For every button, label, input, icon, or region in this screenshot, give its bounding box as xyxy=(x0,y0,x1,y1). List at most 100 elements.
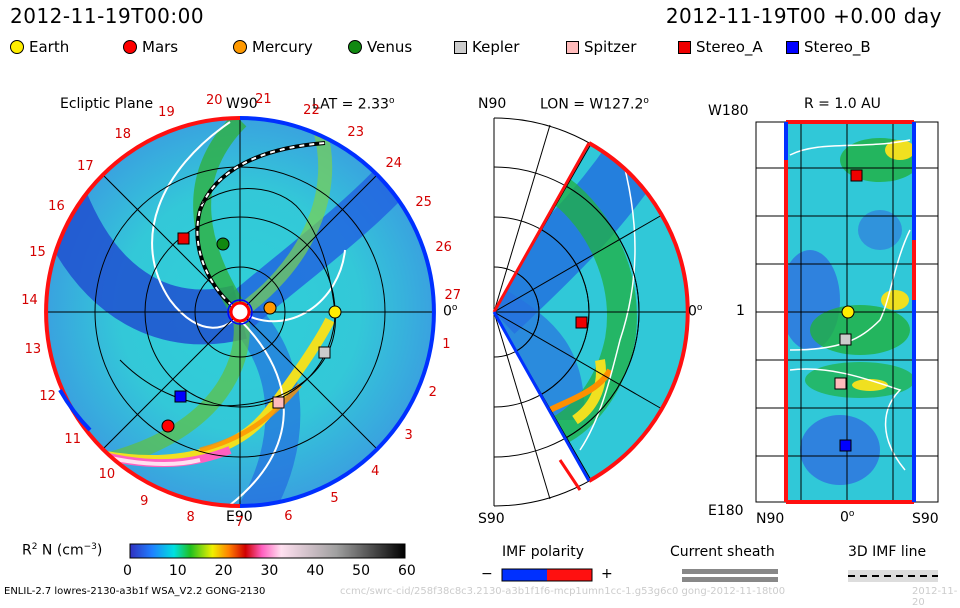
carrington-label: 13 xyxy=(24,342,42,358)
stereo-b-marker-ecliptic xyxy=(174,390,187,403)
carrington-label: 3 xyxy=(404,427,413,443)
footer-date: 2012-11-20 xyxy=(912,586,958,608)
meridional-right-label: 0o xyxy=(688,303,703,320)
mercury-legend-marker xyxy=(233,40,247,54)
carrington-label: 15 xyxy=(29,244,46,260)
spitzer-marker-ecliptic xyxy=(272,396,285,409)
legend-label: Stereo_A xyxy=(696,38,763,56)
kepler-marker-ecliptic xyxy=(318,346,331,359)
ecliptic-plane-plot xyxy=(44,116,436,508)
time-offset-title: 2012-11-19T00 +0.00 day xyxy=(665,4,942,28)
legend-item-mercury: Mercury xyxy=(233,38,313,56)
carrington-label: 14 xyxy=(21,293,38,309)
colorbar-tick-label: 40 xyxy=(306,563,325,579)
surface-x-right: S90 xyxy=(912,511,939,527)
ecliptic-bottom-label: E90 xyxy=(226,509,253,525)
colorbar-tick-label: 30 xyxy=(260,563,279,579)
density-colorbar xyxy=(129,543,406,559)
carrington-label: 17 xyxy=(77,159,94,175)
carrington-label: 7 xyxy=(235,514,244,530)
carrington-label: 19 xyxy=(158,104,175,120)
colorbar-tick-label: 20 xyxy=(214,563,233,579)
imf-plus-label: + xyxy=(601,566,613,582)
spitzer-legend-marker xyxy=(566,40,579,54)
footer-run-id: ccmc/swrc-cid/258f38c8c3.2130-a3b1f1f6-m… xyxy=(340,586,786,597)
earth-legend-marker xyxy=(10,40,24,54)
current-sheath-swatch xyxy=(682,569,778,582)
venus-legend-marker xyxy=(348,40,362,54)
legend-item-venus: Venus xyxy=(348,38,412,56)
imf-3d-title: 3D IMF line xyxy=(848,544,927,560)
colorbar-tick-label: 0 xyxy=(123,563,132,579)
colorbar-tick-label: 60 xyxy=(398,563,416,579)
carrington-label: 21 xyxy=(255,92,272,108)
carrington-label: 12 xyxy=(39,389,56,405)
imf-polarity-bar xyxy=(501,568,593,582)
meridional-bottom-label: S90 xyxy=(478,511,505,527)
carrington-label: 25 xyxy=(415,194,432,210)
colorbar-tick-label: 10 xyxy=(168,563,187,579)
surface-mid-label: 1 xyxy=(736,303,745,319)
legend-item-earth: Earth xyxy=(10,38,69,56)
current-sheath-title: Current sheath xyxy=(670,544,775,560)
carrington-label: 1 xyxy=(442,337,451,353)
legend-item-stereo-b: Stereo_B xyxy=(786,38,871,56)
ecliptic-right-label: 0o xyxy=(443,303,458,320)
carrington-label: 4 xyxy=(371,463,380,479)
stereo-a-marker-ecliptic xyxy=(177,232,190,245)
carrington-label: 10 xyxy=(98,466,116,482)
carrington-label: 23 xyxy=(347,124,364,140)
mars-legend-marker xyxy=(123,40,137,54)
meridional-lon-label: LON = W127.2o xyxy=(540,96,649,113)
legend-label: Mars xyxy=(142,38,179,56)
meridional-top-label: N90 xyxy=(478,96,507,112)
stereo-b-marker-surface xyxy=(839,439,852,452)
imf-minus-label: − xyxy=(481,566,493,582)
legend-item-stereo-a: Stereo_A xyxy=(678,38,763,56)
stereo-b-legend-marker xyxy=(786,40,799,54)
datetime-title: 2012-11-19T00:00 xyxy=(10,4,205,28)
legend-label: Venus xyxy=(367,38,413,56)
colorbar-label: R2 N (cm−3) xyxy=(22,542,103,559)
carrington-label: 16 xyxy=(48,199,65,215)
legend-label: Mercury xyxy=(252,38,313,56)
imf-polarity-title: IMF polarity xyxy=(502,544,585,560)
ecliptic-top-label: W90 xyxy=(226,96,258,112)
carrington-label: 26 xyxy=(435,239,452,255)
object-legend: Earth Mars Mercury Venus Kepler Spitzer Stereo… xyxy=(10,38,950,60)
carrington-label: 11 xyxy=(64,431,81,447)
footer-model-info: ENLIL-2.7 lowres-2130-a3b1f WSA_V2.2 GON… xyxy=(4,586,266,597)
surface-map-plot xyxy=(755,120,939,504)
carrington-label: 24 xyxy=(385,155,403,171)
surface-x-left: N90 xyxy=(756,511,785,527)
carrington-label: 5 xyxy=(330,491,339,507)
stereo-a-marker-surface xyxy=(850,169,863,182)
kepler-marker-surface xyxy=(839,333,852,346)
carrington-label: 6 xyxy=(284,508,293,524)
surface-bottom-label: E180 xyxy=(708,503,744,519)
carrington-label: 2 xyxy=(428,384,437,400)
stereo-a-legend-marker xyxy=(678,40,691,54)
carrington-label: 20 xyxy=(205,92,223,108)
ecliptic-lat-label: LAT = 2.33o xyxy=(312,96,395,113)
carrington-label: 22 xyxy=(303,102,320,118)
spitzer-marker-surface xyxy=(834,377,847,390)
surface-top-label: W180 xyxy=(708,103,749,119)
legend-label: Spitzer xyxy=(584,38,637,56)
legend-label: Stereo_B xyxy=(804,38,871,56)
carrington-label: 27 xyxy=(444,288,462,304)
carrington-label: 18 xyxy=(114,127,131,143)
legend-item-spitzer: Spitzer xyxy=(566,38,636,56)
mercury-marker-ecliptic xyxy=(263,301,277,315)
earth-marker-ecliptic xyxy=(328,305,342,319)
earth-marker-surface xyxy=(841,305,855,319)
imf-3d-line-swatch xyxy=(848,570,938,582)
legend-label: Earth xyxy=(29,38,70,56)
surface-r-label: R = 1.0 AU xyxy=(804,96,881,112)
stereo-a-marker-meridional xyxy=(575,316,588,329)
venus-marker-ecliptic xyxy=(216,237,230,251)
carrington-label: 9 xyxy=(140,493,149,509)
mars-marker-ecliptic xyxy=(161,419,175,433)
ecliptic-plane-title: Ecliptic Plane xyxy=(60,96,154,112)
kepler-legend-marker xyxy=(454,40,467,54)
